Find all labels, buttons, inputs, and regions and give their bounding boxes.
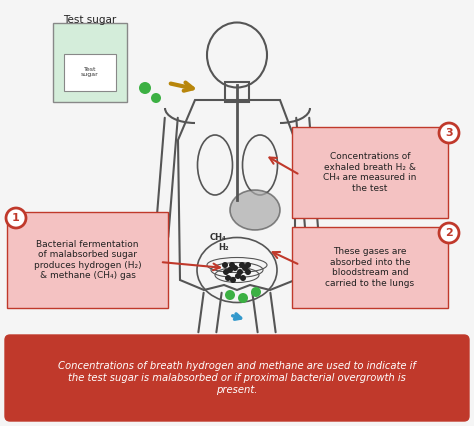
Circle shape <box>439 123 459 143</box>
Circle shape <box>439 223 459 243</box>
Circle shape <box>222 262 228 268</box>
Text: These gases are
absorbed into the
bloodstream and
carried to the lungs: These gases are absorbed into the bloods… <box>326 248 415 288</box>
Bar <box>225 82 249 102</box>
FancyArrowPatch shape <box>155 118 165 237</box>
FancyArrowPatch shape <box>216 293 222 332</box>
Circle shape <box>235 273 241 279</box>
FancyBboxPatch shape <box>292 127 448 218</box>
Circle shape <box>239 262 245 268</box>
Ellipse shape <box>230 190 280 230</box>
FancyArrowPatch shape <box>270 293 276 332</box>
FancyBboxPatch shape <box>7 212 168 308</box>
Text: 2: 2 <box>445 228 453 238</box>
Circle shape <box>227 267 233 273</box>
Circle shape <box>223 269 229 275</box>
FancyArrowPatch shape <box>309 118 319 237</box>
Circle shape <box>225 275 231 281</box>
FancyBboxPatch shape <box>53 23 127 102</box>
Circle shape <box>245 262 251 268</box>
Circle shape <box>151 93 161 103</box>
FancyArrowPatch shape <box>168 118 178 237</box>
Text: Bacterial fermentation
of malabsorbed sugar
produces hydrogen (H₂)
& methane (CH: Bacterial fermentation of malabsorbed su… <box>34 240 141 280</box>
Circle shape <box>237 269 243 275</box>
Circle shape <box>251 287 261 297</box>
Circle shape <box>225 290 235 300</box>
Circle shape <box>139 82 151 94</box>
Circle shape <box>6 208 26 228</box>
FancyBboxPatch shape <box>64 54 116 91</box>
Text: H₂: H₂ <box>218 243 228 252</box>
FancyBboxPatch shape <box>5 335 469 421</box>
Circle shape <box>240 275 246 281</box>
Circle shape <box>230 277 236 283</box>
Text: Concentrations of breath hydrogen and methane are used to indicate if
the test s: Concentrations of breath hydrogen and me… <box>58 361 416 394</box>
Circle shape <box>245 269 251 275</box>
Text: Test sugar: Test sugar <box>64 15 117 25</box>
Text: CH₄: CH₄ <box>210 233 227 242</box>
FancyBboxPatch shape <box>292 227 448 308</box>
Text: 3: 3 <box>445 128 453 138</box>
Circle shape <box>242 265 248 271</box>
Text: Concentrations of
exhaled breath H₂ &
CH₄ are measured in
the test: Concentrations of exhaled breath H₂ & CH… <box>323 153 417 193</box>
Circle shape <box>238 293 248 303</box>
Text: 1: 1 <box>12 213 20 223</box>
FancyArrowPatch shape <box>252 293 258 332</box>
FancyArrowPatch shape <box>296 118 306 237</box>
Circle shape <box>229 262 235 268</box>
FancyArrowPatch shape <box>198 293 204 332</box>
Text: Test
sugar: Test sugar <box>81 66 99 78</box>
Circle shape <box>232 265 238 271</box>
